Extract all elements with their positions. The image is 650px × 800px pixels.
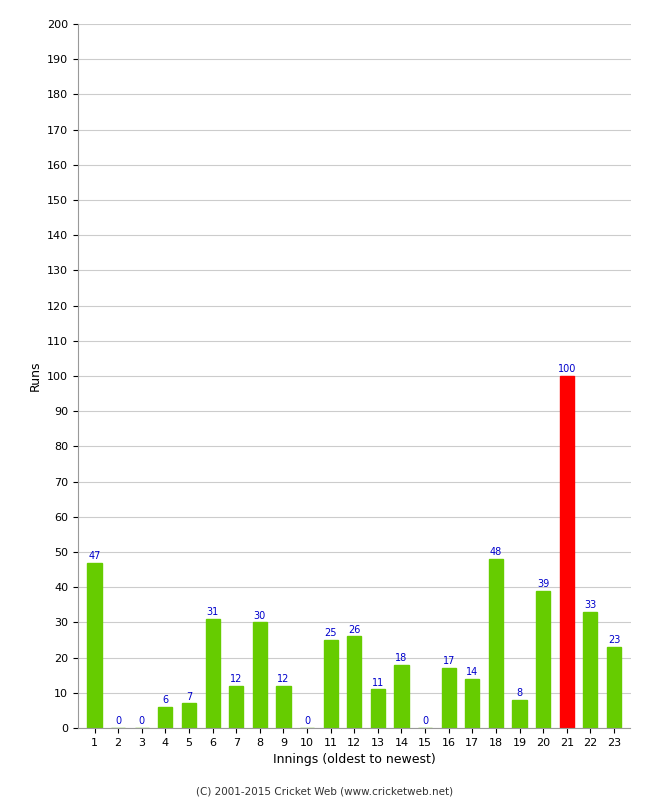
Text: 14: 14 [466,667,478,677]
Text: 12: 12 [230,674,242,684]
Text: 0: 0 [304,716,310,726]
Bar [347,637,361,728]
Text: 33: 33 [584,600,597,610]
Text: 18: 18 [395,653,408,663]
Bar [395,665,409,728]
Text: 47: 47 [88,551,101,561]
Bar [441,668,456,728]
Y-axis label: Runs: Runs [29,361,42,391]
Bar [205,619,220,728]
Bar [229,686,243,728]
Bar [489,559,503,728]
Bar [512,700,527,728]
Bar [465,678,480,728]
Text: 6: 6 [162,695,168,705]
Text: 23: 23 [608,635,620,646]
Bar [583,612,597,728]
Bar [253,622,267,728]
Text: 39: 39 [537,579,549,589]
Text: 48: 48 [490,547,502,558]
Text: 17: 17 [443,656,455,666]
Text: 0: 0 [422,716,428,726]
Text: 7: 7 [186,691,192,702]
Bar [182,703,196,728]
Text: (C) 2001-2015 Cricket Web (www.cricketweb.net): (C) 2001-2015 Cricket Web (www.cricketwe… [196,786,454,796]
Text: 25: 25 [324,628,337,638]
Bar [159,707,172,728]
Bar [276,686,291,728]
Bar [370,690,385,728]
Text: 11: 11 [372,678,384,687]
Text: 100: 100 [558,364,576,374]
Text: 31: 31 [207,607,218,617]
Text: 30: 30 [254,610,266,621]
Text: 0: 0 [115,716,121,726]
Bar [324,640,338,728]
X-axis label: Innings (oldest to newest): Innings (oldest to newest) [273,754,436,766]
Text: 0: 0 [138,716,145,726]
Bar [560,376,574,728]
Bar [536,590,550,728]
Text: 12: 12 [278,674,290,684]
Text: 8: 8 [517,688,523,698]
Text: 26: 26 [348,625,361,634]
Bar [607,647,621,728]
Bar [88,562,101,728]
